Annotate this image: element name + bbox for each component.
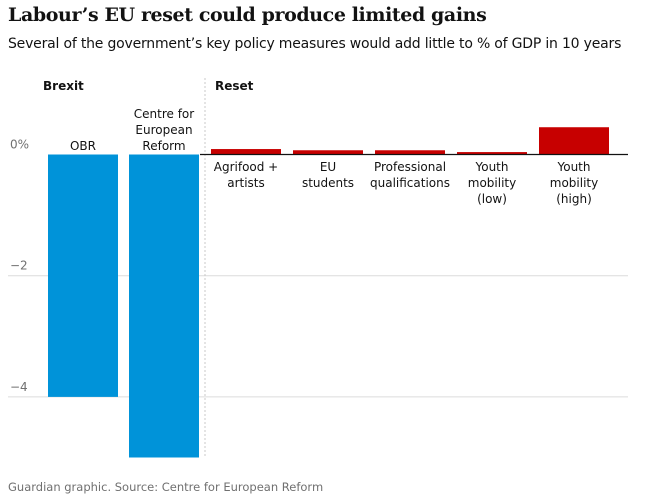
group-label-brexit: Brexit xyxy=(43,79,84,93)
category-label: European xyxy=(135,123,192,137)
category-label: mobility xyxy=(468,176,516,190)
bar xyxy=(48,154,118,397)
category-label: (high) xyxy=(556,192,592,206)
category-label: Agrifood + xyxy=(214,160,279,174)
category-label: students xyxy=(302,176,354,190)
category-label: Youth xyxy=(557,160,591,174)
source-footer: Guardian graphic. Source: Centre for Eur… xyxy=(8,480,324,494)
category-label: Centre for xyxy=(134,107,195,121)
y-tick-label: −2 xyxy=(10,259,28,273)
y-tick-label: 0% xyxy=(10,138,29,152)
chart-title: Labour’s EU reset could produce limited … xyxy=(8,4,487,26)
category-label: Youth xyxy=(475,160,509,174)
category-label: Reform xyxy=(142,139,185,153)
bar xyxy=(539,127,609,155)
group-label-reset: Reset xyxy=(215,79,254,93)
y-tick-label: −4 xyxy=(10,380,28,394)
category-label: artists xyxy=(227,176,265,190)
category-label: EU xyxy=(320,160,336,174)
bar xyxy=(211,149,281,155)
bar xyxy=(375,150,445,155)
chart-subtitle: Several of the government’s key policy m… xyxy=(8,36,622,52)
category-label: mobility xyxy=(550,176,598,190)
category-label: Professional xyxy=(374,160,446,174)
bar xyxy=(129,154,199,458)
category-label: qualifications xyxy=(370,176,450,190)
category-label: (low) xyxy=(477,192,507,206)
bar xyxy=(457,152,527,155)
bar xyxy=(293,150,363,155)
category-label: OBR xyxy=(70,139,96,153)
